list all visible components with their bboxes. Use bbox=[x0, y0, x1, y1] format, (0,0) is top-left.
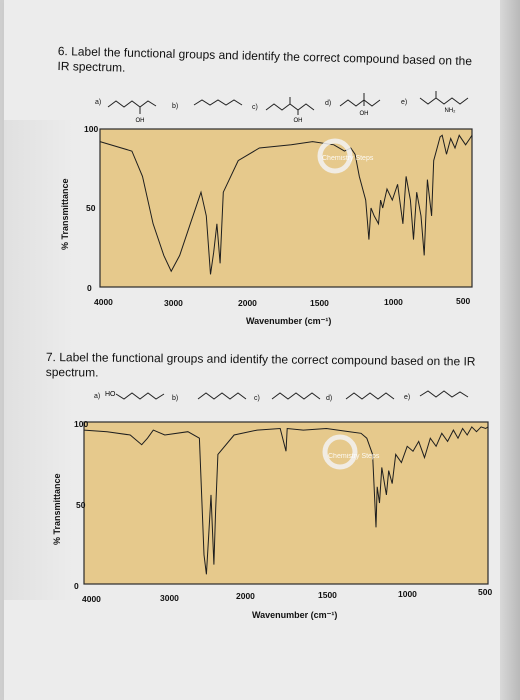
chart-2-series-line bbox=[83, 426, 489, 575]
bleed-through-shadow bbox=[4, 120, 74, 600]
chart-1-xlabel: Wavenumber (cm⁻¹) bbox=[246, 316, 332, 326]
chart-2-xtick-1000: 1000 bbox=[398, 589, 417, 599]
chart-1-watermark: Chemistry Steps bbox=[317, 138, 374, 174]
option-e[interactable]: e) bbox=[401, 99, 408, 106]
chart-2-watermark-text: Chemistry Steps bbox=[328, 453, 380, 460]
option-c[interactable]: c) bbox=[254, 395, 260, 402]
chart-2-ytick-50: 50 bbox=[76, 500, 86, 510]
chart-2-ytick-100: 100 bbox=[74, 419, 89, 429]
option-a[interactable]: a) bbox=[95, 99, 102, 106]
page-edge-shadow bbox=[500, 0, 520, 700]
struct-label-ho: HO bbox=[105, 391, 116, 398]
chart-1-xtick-2000: 2000 bbox=[238, 298, 257, 308]
chart-1-watermark-text: Chemistry Steps bbox=[322, 155, 374, 162]
option-a[interactable]: a) bbox=[94, 393, 101, 400]
struct-label-nh2: NH₂ bbox=[445, 108, 457, 114]
chart-1-series-line bbox=[99, 134, 473, 275]
chart-1-xtick-1500: 1500 bbox=[310, 298, 329, 308]
chart-2-xtick-2000: 2000 bbox=[236, 591, 255, 601]
chart-2-ytick-0: 0 bbox=[74, 581, 79, 591]
option-b[interactable]: b) bbox=[172, 103, 179, 110]
chart-1-ytick-0: 0 bbox=[87, 283, 92, 293]
option-e[interactable]: e) bbox=[404, 394, 411, 401]
chart-1-xtick-1000: 1000 bbox=[384, 297, 403, 307]
struct-label-oh-2: OH bbox=[294, 118, 303, 124]
question-6-structures: OH OH OH NH₂ bbox=[107, 91, 469, 124]
chart-1-plot-area bbox=[99, 128, 473, 288]
struct-label-oh-3: OH bbox=[360, 111, 369, 117]
chart-2-xtick-500: 500 bbox=[478, 587, 493, 597]
chart-1-xtick-500: 500 bbox=[456, 296, 471, 306]
option-b[interactable]: b) bbox=[172, 395, 179, 402]
chart-1-xtick-4000: 4000 bbox=[94, 297, 113, 307]
chart-2-xlabel: Wavenumber (cm⁻¹) bbox=[252, 610, 338, 620]
option-c[interactable]: c) bbox=[252, 104, 258, 111]
question-7-structures: HO bbox=[105, 390, 469, 400]
chart-2-xtick-4000: 4000 bbox=[82, 594, 101, 604]
chart-2-watermark: Chemistry Steps bbox=[322, 434, 380, 470]
chart-2-xtick-3000: 3000 bbox=[160, 593, 179, 603]
chart-1-xtick-3000: 3000 bbox=[164, 298, 183, 308]
chart-1-ytick-50: 50 bbox=[86, 203, 96, 213]
struct-label-oh-1: OH bbox=[136, 118, 145, 124]
option-d[interactable]: d) bbox=[326, 395, 333, 402]
chart-2-xtick-1500: 1500 bbox=[318, 590, 337, 600]
option-d[interactable]: d) bbox=[325, 100, 332, 107]
chart-2-ylabel: % Transmittance bbox=[52, 473, 62, 545]
chart-1-ytick-100: 100 bbox=[84, 124, 99, 134]
